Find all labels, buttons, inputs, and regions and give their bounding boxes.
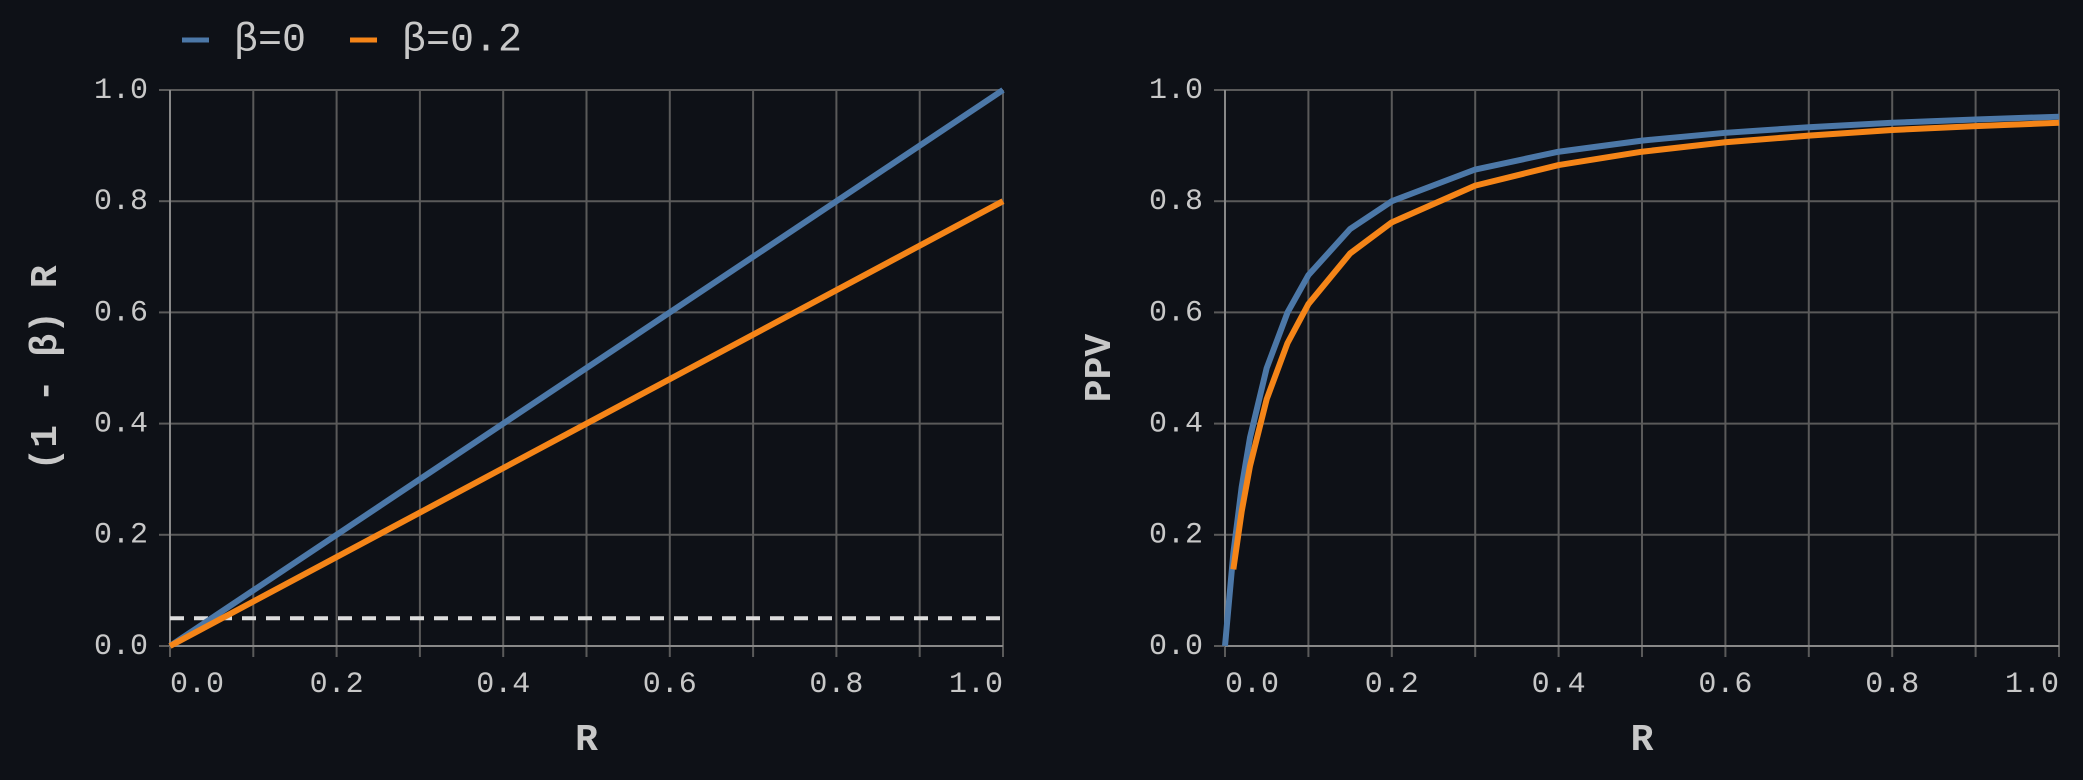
y-tick-label: 0.8 — [94, 185, 148, 219]
x-tick-label: 0.6 — [1698, 668, 1752, 702]
y-tick-label: 0.2 — [94, 519, 148, 553]
x-tick-label: 1.0 — [949, 668, 1003, 702]
y-axis-title: (1 - β) R — [25, 265, 68, 470]
series-line — [168, 87, 1005, 649]
x-tick-label: 0.0 — [1225, 668, 1279, 702]
x-tick-label: 0.0 — [170, 668, 224, 702]
y-tick-label: 0.0 — [94, 630, 148, 664]
y-tick-label: 0.8 — [1149, 185, 1203, 219]
y-tick-label: 0.6 — [1149, 296, 1203, 330]
x-tick-label: 0.4 — [476, 668, 530, 702]
x-tick-label: 0.8 — [1865, 668, 1919, 702]
legend-label: β=0 — [234, 19, 306, 64]
y-tick-label: 0.6 — [94, 296, 148, 330]
x-tick-label: 0.8 — [809, 668, 863, 702]
x-tick-label: 1.0 — [2005, 668, 2059, 702]
y-tick-label: 1.0 — [1149, 74, 1203, 108]
y-tick-label: 0.4 — [1149, 408, 1203, 442]
x-axis-title: R — [1631, 719, 1654, 762]
x-axis-title: R — [575, 719, 598, 762]
series-line — [1230, 119, 2060, 570]
x-tick-label: 0.2 — [310, 668, 364, 702]
series-line — [1222, 113, 2060, 647]
x-tick-label: 0.4 — [1532, 668, 1586, 702]
y-tick-label: 0.4 — [94, 408, 148, 442]
y-tick-label: 0.0 — [1149, 630, 1203, 664]
series-line — [168, 198, 1005, 649]
legend-label: β=0.2 — [402, 19, 522, 64]
y-axis-title: PPV — [1079, 334, 1122, 403]
x-tick-label: 0.6 — [643, 668, 697, 702]
y-tick-label: 1.0 — [94, 74, 148, 108]
y-tick-label: 0.2 — [1149, 519, 1203, 553]
x-tick-label: 0.2 — [1365, 668, 1419, 702]
